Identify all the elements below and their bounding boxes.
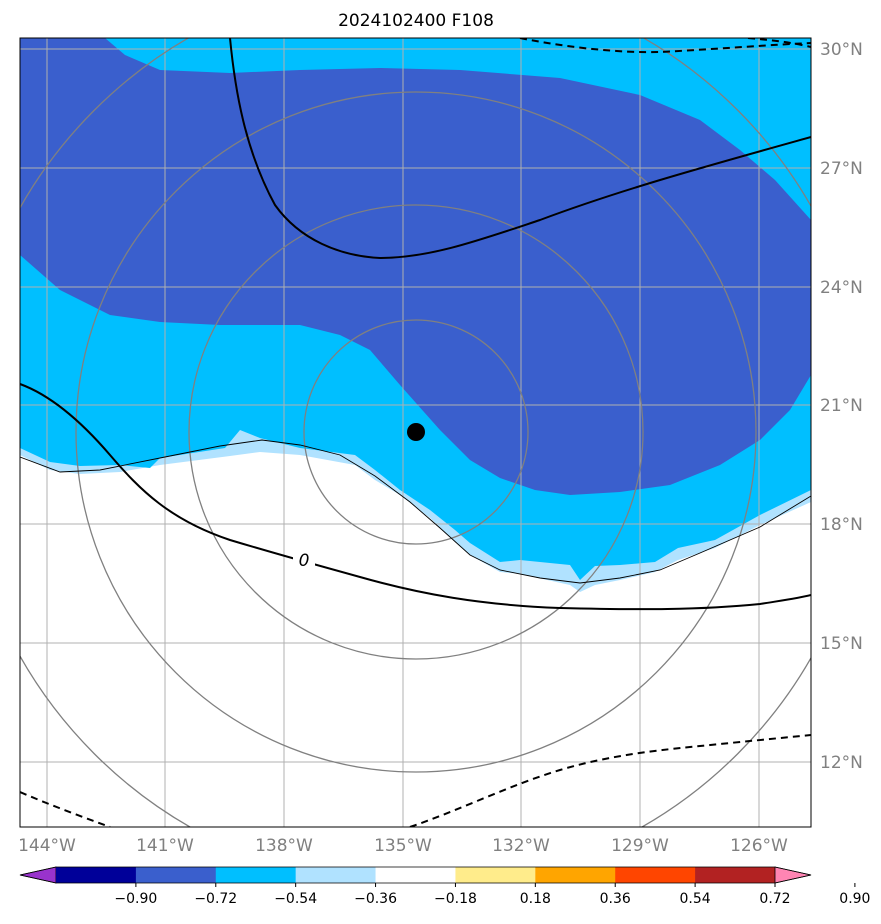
colorbar-tick-label: −0.36 <box>354 891 397 907</box>
colorbar-swatch <box>535 867 616 883</box>
colorbar-swatch <box>295 867 377 883</box>
colorbar-extend-high <box>774 866 812 884</box>
colorbar-tick-label: 0.72 <box>759 891 790 907</box>
colorbar-tick-label: −0.90 <box>114 891 157 907</box>
storm-center-marker <box>407 423 425 441</box>
lat-label: 24°N <box>820 278 863 298</box>
lon-labels: 144°W 141°W 138°W 135°W 132°W 129°W 126°… <box>18 836 788 856</box>
colorbar-tick-label: 0.54 <box>680 891 711 907</box>
lat-label: 12°N <box>820 753 863 773</box>
colorbar-tick-label: 0.90 <box>839 891 870 907</box>
map-frame <box>19 37 812 828</box>
contour-solid-north <box>229 38 811 260</box>
contour-label-bg <box>293 548 315 570</box>
range-rings <box>20 38 811 827</box>
colorbar-frame <box>19 866 812 884</box>
map-area: 0 <box>20 38 811 827</box>
shade-outline <box>20 439 811 584</box>
colorbar-extend-low <box>19 866 57 884</box>
colorbar-swatch <box>695 867 776 883</box>
lat-label: 18°N <box>820 515 863 535</box>
lat-labels: 30°N 27°N 24°N 21°N 18°N 15°N 12°N <box>820 40 863 773</box>
chart-title: 2024102400 F108 <box>338 11 494 31</box>
lon-label: 144°W <box>18 836 76 856</box>
colorbar-swatch <box>56 867 137 883</box>
contour-dashed <box>20 38 811 827</box>
lon-label: 132°W <box>492 836 550 856</box>
colorbar-tick-label: 0.36 <box>600 891 631 907</box>
lon-label: 138°W <box>255 836 313 856</box>
colorbar-tick-label: 0.18 <box>520 891 551 907</box>
lat-label: 27°N <box>820 159 863 179</box>
colorbar-swatch <box>615 867 696 883</box>
colorbar-tick-label: −0.54 <box>274 891 317 907</box>
contour-label-zero: 0 <box>299 551 310 571</box>
colorbar-swatch <box>375 867 456 883</box>
lon-label: 135°W <box>374 836 432 856</box>
lon-label: 126°W <box>730 836 788 856</box>
lat-label: 15°N <box>820 634 863 654</box>
graticule <box>20 38 811 827</box>
lat-label: 30°N <box>820 40 863 60</box>
colorbar-tick-label: −0.18 <box>434 891 477 907</box>
lat-label: 21°N <box>820 396 863 416</box>
colorbar-ticks: −0.90 −0.72 −0.54 −0.36 −0.18 0.18 0.36 0.54 0.7… <box>114 883 870 907</box>
colorbar-tick-label: −0.72 <box>194 891 237 907</box>
colorbar <box>19 866 812 884</box>
colorbar-swatch <box>135 867 217 883</box>
contour-zero <box>20 383 811 611</box>
colorbar-swatch <box>455 867 536 883</box>
colorbar-swatch <box>215 867 297 883</box>
lon-label: 141°W <box>136 836 194 856</box>
lon-label: 129°W <box>611 836 669 856</box>
fill-dark-region <box>20 38 811 495</box>
